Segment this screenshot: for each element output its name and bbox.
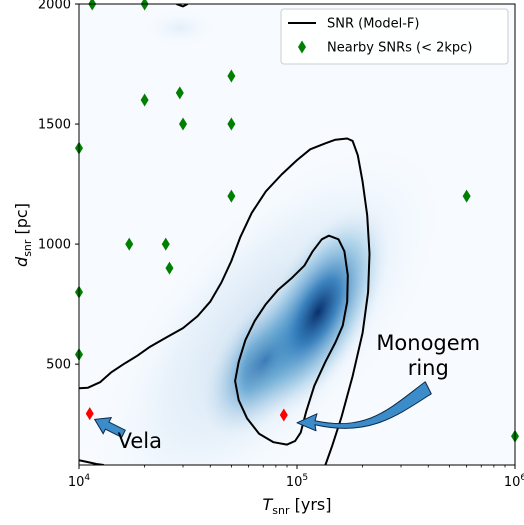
vela-arrow <box>93 416 126 439</box>
nearby-snr-marker-8 <box>125 237 134 251</box>
x-tick-label-1: 105 <box>286 473 308 490</box>
monogem-label-line-1: ring <box>408 356 449 380</box>
nearby-snr-marker-10 <box>165 261 174 275</box>
nearby-snr-marker-9 <box>161 237 170 251</box>
y-tick-label-1: 1000 <box>38 238 71 253</box>
legend-label-nearby: Nearby SNRs (< 2kpc) <box>327 41 472 56</box>
y-axis-label: dsnr [pc] <box>12 203 34 267</box>
x-tick-label-2: 106 <box>504 473 524 490</box>
legend-label-model: SNR (Model-F) <box>327 17 420 32</box>
x-axis-label-main: T <box>263 495 274 514</box>
x-axis-label: Tsnr [yrs] <box>263 495 332 517</box>
x-tick-label-base: 10 <box>68 475 85 490</box>
y-tick-label-3: 2000 <box>38 0 71 13</box>
x-tick-label-exp: 4 <box>84 473 90 483</box>
x-axis: 104 105 106 <box>68 465 524 490</box>
nearby-snr-marker-11 <box>227 69 236 83</box>
x-tick-label-exp: 6 <box>520 473 524 483</box>
y-tick-label-2: 1500 <box>38 118 71 133</box>
contour-inner <box>234 234 349 446</box>
y-axis-label-main: d <box>12 256 31 267</box>
vela-arrow-shape <box>93 416 126 439</box>
legend-swatch-diamond <box>298 40 306 54</box>
nearby-snr-marker-7 <box>179 117 188 131</box>
highlight-snr-marker-0 <box>85 407 94 421</box>
nearby-snr-marker-13 <box>227 189 236 203</box>
nearby-snr-marker-5 <box>140 93 149 107</box>
y-axis-label-unit: [pc] <box>12 203 31 240</box>
monogem-arrow <box>296 381 432 432</box>
vela-label: Vela <box>118 429 162 453</box>
x-tick-label-base: 10 <box>286 475 303 490</box>
x-tick-label-exp: 5 <box>302 473 308 483</box>
y-axis: 500 1000 1500 2000 <box>38 0 79 373</box>
legend-box <box>280 8 509 65</box>
x-tick-label-0: 104 <box>68 473 91 490</box>
x-axis-label-sub: snr <box>272 504 290 517</box>
monogem-label-line-0: Monogem <box>376 331 480 355</box>
y-axis-label-sub: snr <box>21 239 34 257</box>
nearby-snr-marker-4 <box>140 0 149 11</box>
x-axis-label-unit: [yrs] <box>290 495 332 514</box>
legend: SNR (Model-F) Nearby SNRs (< 2kpc) <box>280 8 509 65</box>
density-peak-primary <box>79 4 515 465</box>
contour-outer <box>79 137 371 465</box>
nearby-snr-marker-3 <box>88 0 97 11</box>
y-tick-label-0: 500 <box>46 358 71 373</box>
highlight-snr-marker-1 <box>279 408 288 422</box>
nearby-snr-marker-12 <box>227 117 236 131</box>
contour-outer-top <box>176 4 189 8</box>
monogem-arrow-shape <box>296 381 432 432</box>
nearby-snr-marker-14 <box>462 189 471 203</box>
x-tick-label-base: 10 <box>504 475 521 490</box>
density-map <box>79 4 515 465</box>
nearby-snr-marker-6 <box>175 86 184 100</box>
